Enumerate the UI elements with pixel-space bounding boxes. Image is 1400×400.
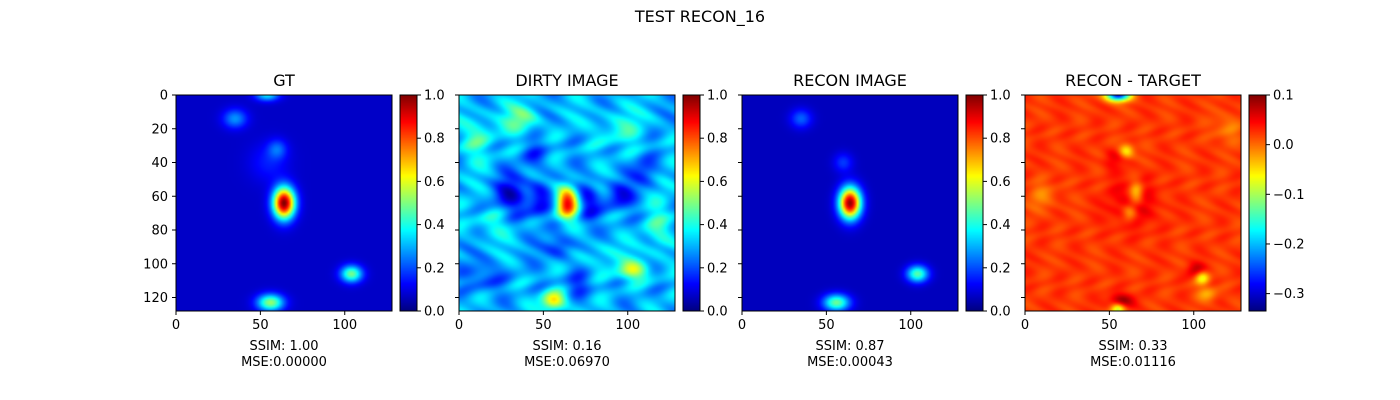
heatmap-image (459, 95, 675, 311)
axes-frame (1024, 94, 1242, 312)
y-tick-label: 80 (151, 224, 168, 239)
colorbar-frame (965, 94, 984, 312)
axes-frame (175, 94, 393, 312)
ssim-label: SSIM: 1.00 (249, 339, 318, 354)
y-tick-label: 40 (151, 156, 168, 171)
colorbar (683, 95, 700, 311)
x-tick-label: 100 (1181, 318, 1206, 333)
colorbar-tick-label: 0.2 (707, 261, 728, 276)
colorbar-tick-label: 0.1 (1273, 89, 1294, 104)
panel-title: RECON IMAGE (793, 71, 907, 90)
colorbar-tick-label: 0.8 (990, 132, 1011, 147)
x-tick-label: 50 (1101, 318, 1118, 333)
colorbar-tick-label: 0.0 (707, 305, 728, 320)
colorbar-tick-label: 0.8 (707, 132, 728, 147)
x-tick-label: 100 (615, 318, 640, 333)
y-tick-label: 120 (143, 291, 168, 306)
y-tick-label: 60 (151, 190, 168, 205)
colorbar-tick-label: 1.0 (990, 89, 1011, 104)
mse-label: MSE:0.00043 (807, 355, 893, 370)
colorbar-tick-label: 0.0 (990, 305, 1011, 320)
figure-title: TEST RECON_16 (634, 7, 765, 27)
colorbar-tick-label: 0.4 (990, 218, 1011, 233)
colorbar-tick-label: 0.4 (424, 218, 445, 233)
panel-title: DIRTY IMAGE (515, 71, 618, 90)
ssim-label: SSIM: 0.16 (532, 339, 601, 354)
colorbar-tick-label: −0.1 (1273, 188, 1305, 203)
mse-label: MSE:0.01116 (1090, 355, 1176, 370)
x-tick-label: 0 (172, 318, 180, 333)
colorbar-frame (399, 94, 418, 312)
ssim-label: SSIM: 0.33 (1098, 339, 1167, 354)
panel-1: GT 0 50 100 0 20 40 60 80 100 120 SSIM: 1.00MSE:0.0… (143, 71, 445, 370)
colorbar-tick-label: 0.0 (424, 305, 445, 320)
colorbar-tick-label: −0.3 (1273, 287, 1305, 302)
colorbar (400, 95, 417, 311)
colorbar-tick-label: 0.4 (707, 218, 728, 233)
colorbar-tick-label: 1.0 (707, 89, 728, 104)
x-tick-label: 0 (455, 318, 463, 333)
y-tick-label: 0 (160, 89, 168, 104)
heatmap-image (742, 95, 958, 311)
colorbar-tick-label: 0.8 (424, 132, 445, 147)
mse-label: MSE:0.06970 (524, 355, 610, 370)
x-tick-label: 50 (252, 318, 269, 333)
x-tick-label: 100 (898, 318, 923, 333)
y-tick-label: 20 (151, 122, 168, 137)
colorbar (1249, 95, 1266, 311)
colorbar-frame (682, 94, 701, 312)
axes-frame (741, 94, 959, 312)
x-tick-label: 50 (535, 318, 552, 333)
colorbar-frame (1248, 94, 1267, 312)
panel-4: RECON - TARGET 0 50 100 SSIM: 0.33MSE:0.0111… (1021, 71, 1305, 370)
x-tick-label: 0 (738, 318, 746, 333)
colorbar-tick-label: 0.6 (707, 175, 728, 190)
axes-frame (458, 94, 676, 312)
x-tick-label: 100 (332, 318, 357, 333)
heatmap-image (176, 95, 392, 311)
mse-label: MSE:0.00000 (241, 355, 327, 370)
panel-title: RECON - TARGET (1065, 71, 1201, 90)
colorbar-tick-label: 0.0 (1273, 138, 1294, 153)
colorbar-tick-label: 1.0 (424, 89, 445, 104)
colorbar-tick-label: 0.2 (424, 261, 445, 276)
ssim-label: SSIM: 0.87 (815, 339, 884, 354)
panel-title: GT (273, 71, 295, 90)
colorbar-tick-label: 0.6 (990, 175, 1011, 190)
colorbar (966, 95, 983, 311)
x-tick-label: 0 (1021, 318, 1029, 333)
y-tick-label: 100 (143, 257, 168, 272)
x-tick-label: 50 (818, 318, 835, 333)
colorbar-tick-label: 0.2 (990, 261, 1011, 276)
heatmap-image (1025, 95, 1241, 311)
colorbar-tick-label: −0.2 (1273, 237, 1305, 252)
colorbar-tick-label: 0.6 (424, 175, 445, 190)
